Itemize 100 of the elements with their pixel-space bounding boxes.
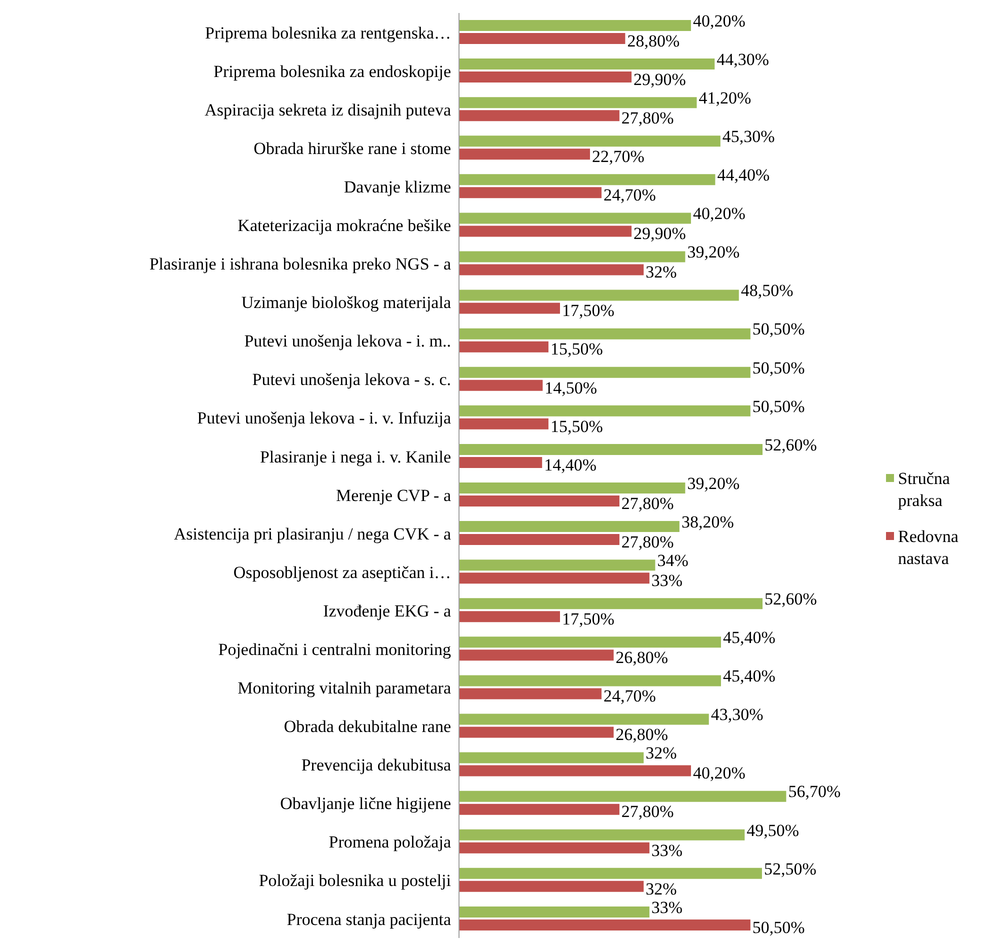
- bar: [459, 598, 763, 610]
- bar: [459, 264, 644, 276]
- data-label: 34%: [657, 550, 688, 570]
- data-label: 40,20%: [692, 764, 746, 783]
- data-label: 39,20%: [687, 474, 740, 493]
- data-label: 40,20%: [692, 204, 746, 224]
- y-tick-label: Plasiranje i ishrana bolesnika preko NGS - a: [149, 254, 452, 274]
- bar: [459, 675, 721, 686]
- bar: [459, 187, 602, 198]
- y-tick-label: Izvođenje EKG - a: [323, 601, 452, 620]
- data-label: 45,40%: [722, 666, 776, 686]
- bar: [459, 290, 739, 301]
- data-label: 38,20%: [681, 512, 734, 532]
- y-tick-label: Priprema bolesnika za endoskopije: [214, 62, 451, 81]
- y-tick-label: Promena položaja: [328, 832, 452, 852]
- bar: [459, 560, 656, 571]
- data-label: 56,70%: [788, 782, 841, 802]
- legend-label: Stručna praksa: [898, 468, 951, 512]
- y-tick-label: Položaji bolesnika u postelji: [258, 871, 452, 890]
- data-label: 44,40%: [717, 166, 770, 185]
- data-label: 50,50%: [752, 320, 805, 339]
- bar: [459, 20, 691, 31]
- bar: [459, 72, 632, 83]
- bar: [459, 919, 750, 930]
- bar: [459, 521, 680, 532]
- bar: [459, 251, 686, 262]
- data-label: 52,50%: [764, 859, 816, 878]
- data-label: 40,20%: [692, 11, 746, 30]
- bar: [459, 341, 548, 352]
- data-label: 26,80%: [616, 725, 668, 744]
- bar: [459, 328, 750, 340]
- data-label: 52,60%: [764, 435, 817, 454]
- y-tick-label: Putevi unošenja lekova - i. v. Infuzija: [197, 408, 452, 428]
- bar: [459, 482, 686, 494]
- data-label: 50,50%: [752, 918, 805, 937]
- bar: [459, 829, 745, 840]
- bar: [459, 534, 620, 546]
- bar: [459, 97, 697, 108]
- data-label: 28,80%: [627, 31, 680, 50]
- data-label: 17,50%: [562, 610, 614, 629]
- y-tick-label: Davanje klizme: [344, 177, 451, 196]
- data-label: 49,50%: [746, 820, 800, 840]
- bar: [459, 906, 650, 918]
- bar: [459, 58, 715, 70]
- data-label: 27,80%: [621, 802, 674, 822]
- data-label: 32%: [646, 879, 677, 898]
- y-tick-label: Kateterizacija mokraćne bešike: [238, 216, 451, 236]
- bar: [459, 804, 620, 815]
- bar: [459, 33, 626, 44]
- data-label: 44,30%: [716, 50, 770, 69]
- bar: [459, 714, 709, 725]
- bar: [459, 752, 644, 764]
- data-label: 50,50%: [752, 396, 805, 416]
- bar: [459, 726, 614, 738]
- data-label: 32%: [646, 744, 677, 763]
- data-label: 24,70%: [604, 686, 656, 706]
- y-tick-label: Asistencija pri plasiranju / nega CVK - a: [174, 524, 452, 544]
- data-label: 33%: [651, 570, 683, 590]
- bar: [459, 572, 650, 584]
- data-label: 29,90%: [634, 70, 686, 89]
- bar: [459, 868, 762, 879]
- data-label: 15,50%: [550, 416, 603, 436]
- bar: [459, 688, 602, 700]
- data-label: 29,90%: [634, 224, 686, 244]
- y-tick-label: Obrada dekubitalne rane: [284, 717, 451, 736]
- bar: [459, 842, 650, 854]
- bar: [459, 302, 560, 314]
- y-tick-label: Putevi unošenja lekova - i. m..: [244, 332, 451, 351]
- bar: [459, 366, 750, 378]
- data-label: 14,50%: [544, 378, 598, 398]
- data-label: 52,60%: [764, 590, 817, 609]
- data-label: 45,30%: [722, 127, 775, 146]
- y-tick-label: Putevi unošenja lekova - s. c.: [252, 370, 451, 390]
- y-tick-label: Procena stanja pacijenta: [286, 910, 452, 929]
- bar: [459, 611, 560, 622]
- bar: [459, 226, 632, 237]
- y-tick-label: Obrada hirurške rane i stome: [254, 138, 451, 158]
- bar: [459, 765, 691, 776]
- y-tick-label: Aspiracija sekreta iz disajnih puteva: [204, 100, 452, 120]
- data-label: 27,80%: [621, 532, 674, 552]
- bar: [459, 212, 691, 224]
- data-label: 32%: [646, 262, 677, 282]
- bar: [459, 496, 620, 506]
- legend-label: Redovna nastava: [898, 526, 960, 570]
- data-label: 14,40%: [544, 455, 597, 474]
- bar: [459, 380, 543, 391]
- y-tick-label: Merenje CVP - a: [336, 486, 452, 505]
- y-tick-label: Prevencija dekubitusa: [301, 756, 452, 775]
- bar: [459, 418, 548, 430]
- data-label: 22,70%: [592, 147, 644, 166]
- data-label: 17,50%: [562, 301, 614, 320]
- bar: [459, 456, 542, 468]
- bar: [459, 650, 614, 661]
- bar: [459, 148, 590, 160]
- data-label: 26,80%: [616, 648, 668, 668]
- y-tick-label: Osposobljenost za aseptičan i…: [233, 562, 451, 582]
- data-label: 41,20%: [698, 88, 752, 108]
- y-tick-label: Plasiranje i nega i. v. Kanile: [260, 447, 451, 466]
- bar: [459, 174, 716, 186]
- data-label: 33%: [651, 840, 683, 860]
